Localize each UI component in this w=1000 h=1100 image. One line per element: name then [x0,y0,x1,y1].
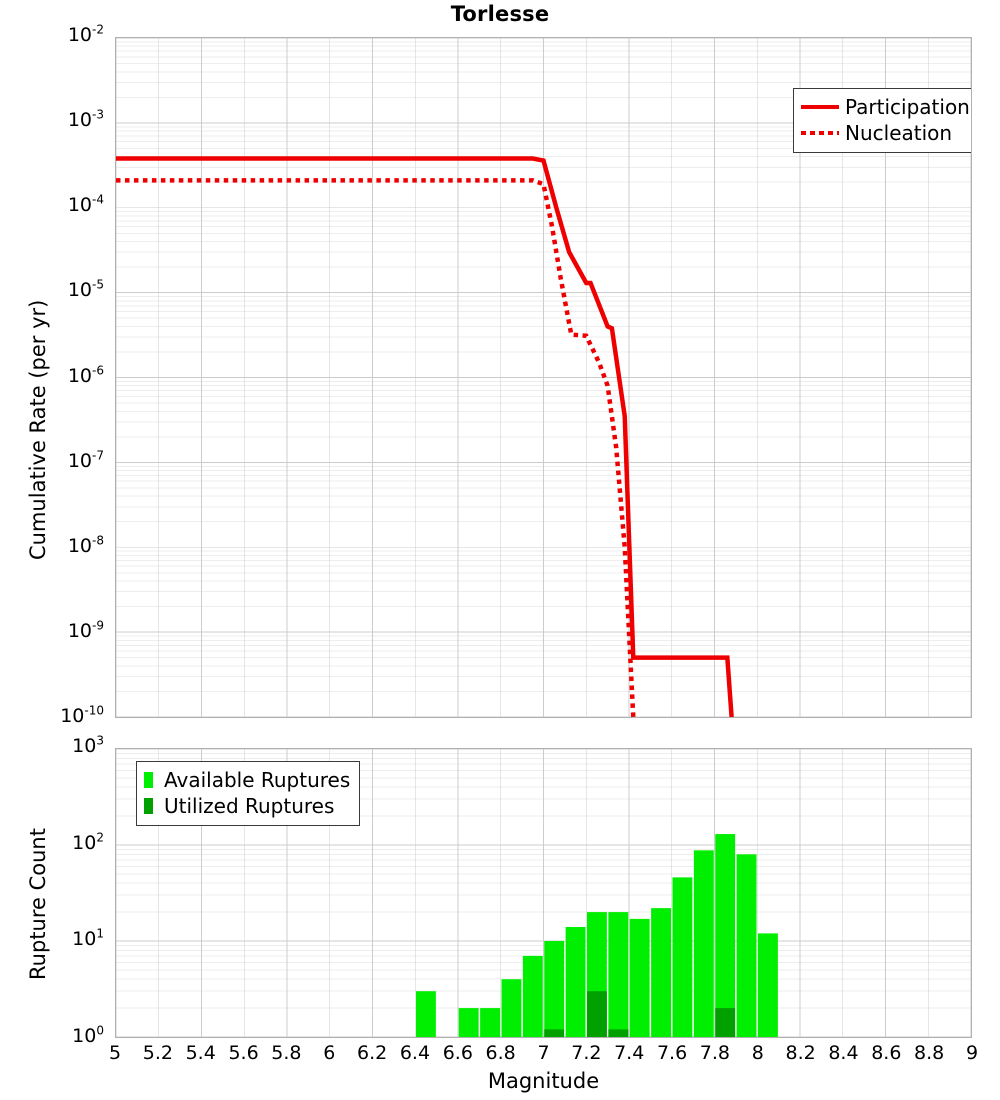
legend-item-available[interactable]: Available Ruptures [144,767,350,793]
legend-label-participation: Participation [845,95,970,119]
x-tick-label: 7.8 [699,1042,730,1064]
y-tick-label: 103 [72,733,104,757]
rate-curves [116,156,734,717]
solid-line-icon [801,105,839,109]
available-swatch-wrap [144,772,158,788]
grid-bottom [116,749,971,1037]
x-tick-label: 5.4 [185,1042,216,1064]
x-tick-label: 7.4 [614,1042,645,1064]
y-tick-label: 10-8 [67,533,104,557]
x-tick-label: 5.8 [271,1042,302,1064]
y-tick-label: 10-2 [67,22,104,46]
y-tick-label: 10-10 [60,703,104,727]
x-tick-label: 6.4 [399,1042,431,1064]
legend-label-utilized: Utilized Ruptures [164,794,335,818]
x-tick-label: 9 [965,1042,979,1064]
x-tick-label: 6 [323,1042,336,1064]
x-tick-label: 8 [751,1042,764,1064]
legend-item-nucleation[interactable]: Nucleation [801,120,970,146]
y-tick-label: 10-3 [67,107,104,132]
rupture-count-plot: Available Ruptures Utilized Ruptures [115,748,972,1038]
x-tick-label: 8.6 [871,1042,902,1064]
y-axis-title-bottom: Rupture Count [26,828,50,980]
x-tick-label: 5.6 [228,1042,259,1064]
x-tick-label: 7.2 [571,1042,602,1064]
x-axis-title: Magnitude [487,1069,600,1093]
legend-label-available: Available Ruptures [164,768,351,792]
x-tick-label: 5.2 [142,1042,173,1064]
grid-top [116,38,971,717]
legend-rate: Participation Nucleation [793,88,971,153]
y-tick-label: 10-9 [67,618,104,642]
y-axis-ticks-bottom: 103 102 101 100 [0,735,108,1047]
y-tick-label: 10-7 [67,448,104,472]
x-tick-label: 6.2 [356,1042,388,1064]
x-tick-label: 5 [108,1042,122,1064]
y-tick-label: 10-5 [67,278,104,302]
legend-label-nucleation: Nucleation [845,121,953,145]
utilized-swatch-wrap [144,798,158,814]
dark-green-square-icon [144,798,153,814]
y-axis-ticks-top: 10-2 10-3 10-4 10-5 10-6 10-7 10-8 10-9 10-10 [0,24,108,727]
legend-item-participation[interactable]: Participation [801,94,970,120]
x-tick-label: 6.6 [442,1042,473,1064]
x-tick-label: 7.6 [656,1042,688,1064]
x-tick-label: 8.2 [785,1042,816,1064]
green-square-icon [144,772,153,788]
x-tick-label: 6.8 [485,1042,516,1064]
rupture-bars [415,834,778,1037]
page-title: Torlesse [450,2,550,26]
x-tick-label: 7 [537,1042,550,1064]
y-tick-label: 10-4 [67,192,104,217]
y-tick-label: 102 [72,830,104,854]
dotted-line-icon [801,131,839,135]
y-tick-label: 101 [72,927,104,951]
x-tick-label: 8.4 [828,1042,859,1064]
y-axis-title-top: Cumulative Rate (per yr) [26,299,50,560]
y-tick-label: 10-6 [67,363,104,387]
y-tick-label: 100 [72,1023,104,1047]
legend-item-utilized[interactable]: Utilized Ruptures [144,793,350,819]
x-tick-label: 8.8 [914,1042,945,1064]
cumulative-rate-plot: Participation Nucleation [115,37,972,718]
legend-ruptures: Available Ruptures Utilized Ruptures [136,761,361,826]
